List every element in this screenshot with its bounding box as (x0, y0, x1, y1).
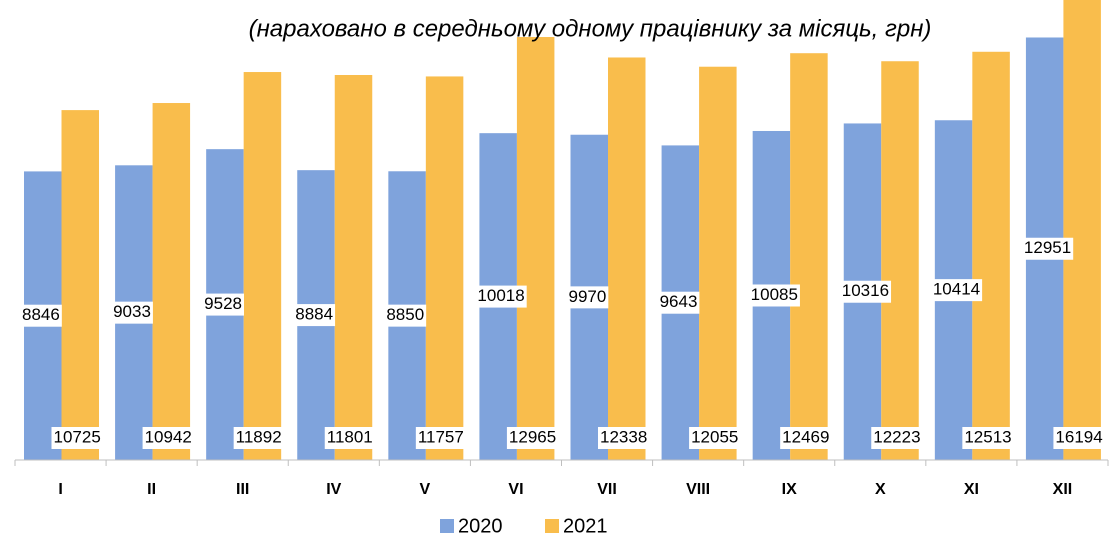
bar (334, 75, 373, 460)
bar (61, 110, 99, 460)
x-tick-label: XI (964, 481, 979, 498)
plot-area (24, 0, 1101, 460)
x-tick-label: IV (326, 481, 341, 498)
data-label-bg (202, 293, 244, 316)
data-label: 9643 (660, 292, 698, 311)
legend-label: 2020 (458, 515, 503, 537)
data-label-bg (748, 284, 800, 307)
data-label: 9970 (569, 287, 607, 306)
data-label: 12513 (964, 427, 1011, 446)
bar (881, 61, 919, 460)
data-label: 11892 (236, 427, 282, 446)
data-label-bg (142, 427, 194, 449)
data-label-bg (839, 280, 892, 303)
x-tick-label: VI (508, 481, 523, 498)
data-label: 10085 (751, 285, 798, 304)
data-label: 12469 (782, 427, 829, 446)
legend-swatch (545, 519, 559, 533)
data-label-bg (1021, 237, 1074, 260)
data-label-bg (1053, 427, 1105, 449)
data-label: 10725 (54, 427, 101, 446)
data-label: 16194 (1055, 427, 1102, 446)
data-label-bg (51, 427, 103, 449)
data-label-bg (293, 304, 336, 327)
x-tick-label: I (58, 481, 62, 498)
data-label: 8850 (386, 305, 424, 324)
data-label-bg (506, 427, 559, 449)
x-tick-label: III (236, 481, 249, 498)
data-label-bg (930, 279, 983, 302)
bar (608, 57, 646, 460)
x-tick-label: VII (597, 481, 617, 498)
x-tick-label: V (420, 481, 431, 498)
x-tick-label: IX (782, 481, 797, 498)
data-label: 11757 (418, 427, 464, 446)
legend-label: 2021 (563, 515, 608, 537)
data-label: 12965 (509, 427, 556, 446)
bar (972, 51, 1010, 460)
x-tick-label: II (147, 481, 156, 498)
bar (425, 76, 464, 460)
x-tick-label: VIII (686, 481, 710, 498)
data-label: 10414 (933, 280, 980, 299)
x-tick-label: X (875, 481, 886, 498)
data-label-bg (324, 427, 375, 449)
data-label: 9033 (113, 302, 151, 321)
bar (152, 103, 191, 460)
data-label-bg (962, 427, 1014, 449)
data-label: 8884 (295, 305, 333, 324)
data-label-bg (780, 427, 832, 449)
data-label: 12223 (873, 427, 920, 446)
data-label: 12055 (691, 427, 738, 446)
data-label: 12951 (1024, 238, 1071, 257)
data-label-bg (657, 291, 700, 314)
bar (516, 37, 555, 460)
data-label-bg (233, 427, 284, 449)
data-label: 12338 (600, 427, 647, 446)
data-label-bg (415, 427, 466, 449)
data-label-bg (20, 304, 62, 327)
bar (699, 66, 737, 460)
data-label: 10942 (145, 427, 192, 446)
bar (1063, 0, 1101, 460)
bar (243, 72, 282, 460)
data-label-bg (689, 427, 741, 449)
x-tick-label: XII (1053, 481, 1073, 498)
data-label: 10018 (477, 286, 524, 305)
data-label-bg (566, 286, 609, 309)
chart-subtitle: (нараховано в середньому одному працівни… (249, 15, 932, 42)
bar (790, 53, 828, 460)
data-label: 9528 (204, 294, 242, 313)
data-label: 8846 (22, 305, 60, 324)
data-label-bg (871, 427, 923, 449)
data-label-bg (598, 427, 650, 449)
data-label-bg (384, 304, 427, 327)
data-label: 11801 (327, 427, 373, 446)
data-label: 10316 (842, 281, 889, 300)
legend-swatch (440, 519, 454, 533)
data-label-bg (111, 301, 153, 324)
data-label-bg (475, 285, 527, 308)
